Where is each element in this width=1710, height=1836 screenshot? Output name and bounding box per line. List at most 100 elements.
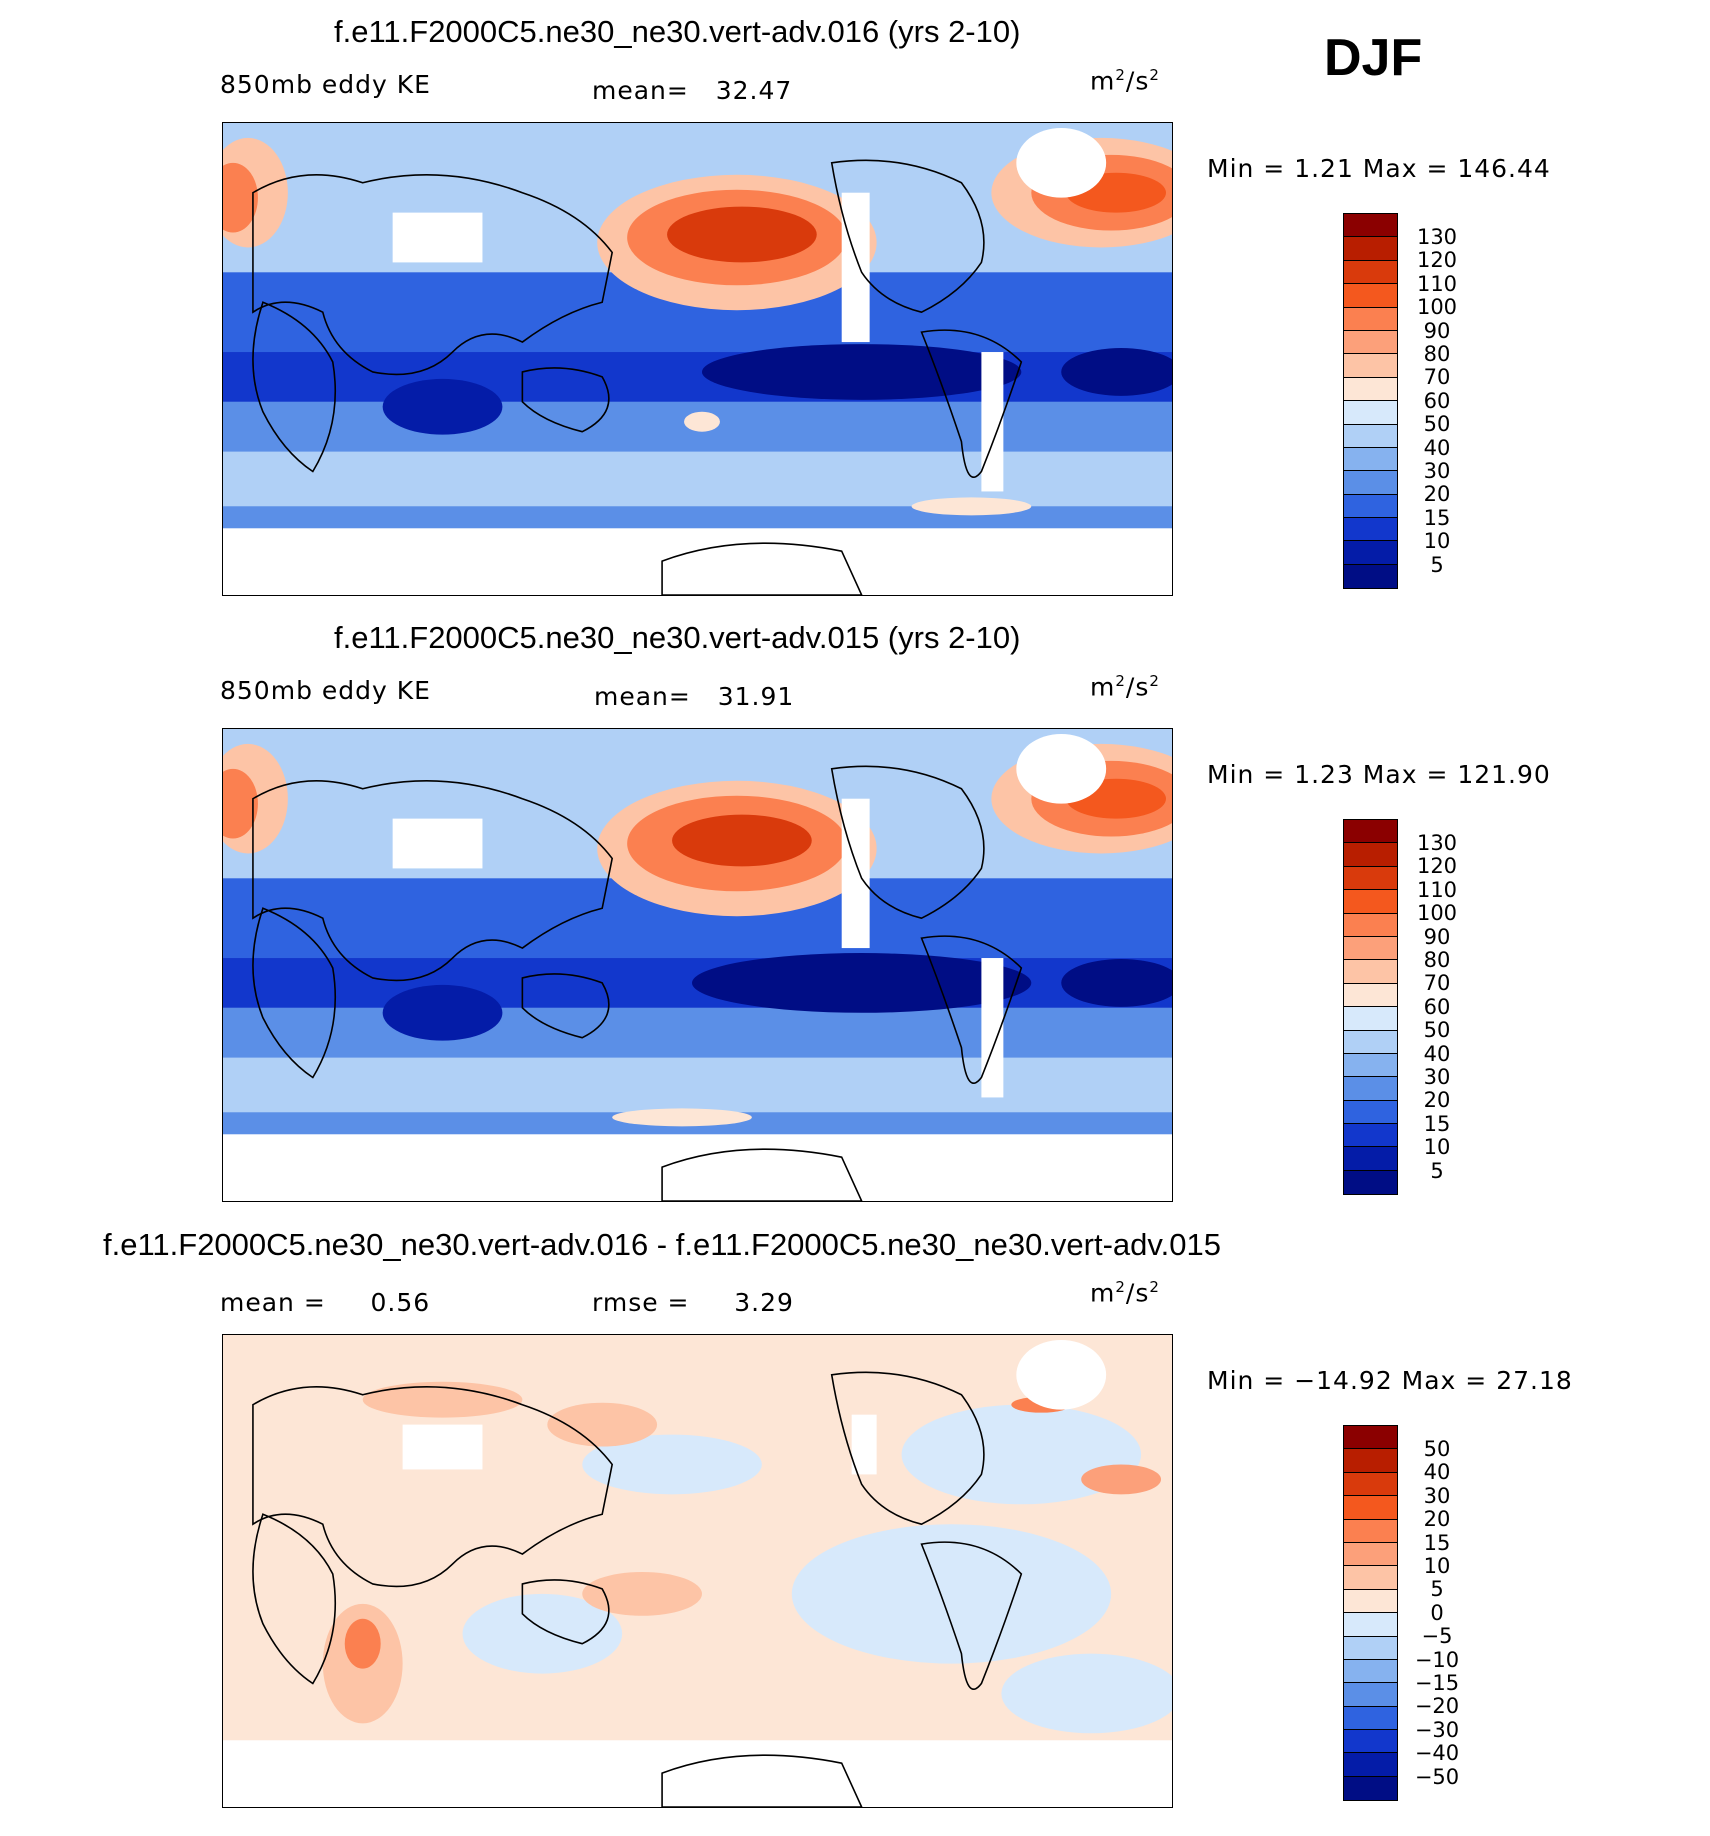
colorbar-tick-label: 15	[1423, 505, 1451, 530]
colorbar-swatch	[1344, 1496, 1397, 1520]
colorbar-tick-label: 5	[1430, 1158, 1444, 1183]
colorbar-swatch	[1344, 936, 1397, 961]
panel2-mean-value: 31.91	[717, 682, 795, 711]
colorbar-tick-label: 100	[1416, 901, 1458, 926]
panel2-minmax: Min = 1.23 Max = 121.90	[1207, 760, 1551, 789]
colorbar-tick-label: 5	[1430, 1577, 1444, 1602]
panel1-title: f.e11.F2000C5.ne30_ne30.vert-adv.016 (yr…	[334, 14, 1021, 49]
colorbar-swatch	[1344, 1030, 1397, 1054]
colorbar-swatch	[1344, 424, 1397, 448]
colorbar-tick-label: −50	[1414, 1764, 1460, 1789]
colorbar-swatch	[1344, 1124, 1397, 1148]
panel3-rmse-value: 3.29	[734, 1288, 794, 1317]
panel1-colorbar-boxes	[1343, 213, 1398, 590]
panel1-map-field	[223, 123, 1172, 595]
colorbar-swatch	[1344, 960, 1397, 984]
colorbar-swatch	[1344, 890, 1397, 914]
colorbar-swatch	[1344, 913, 1397, 937]
colorbar-tick-label: 50	[1423, 412, 1451, 437]
panel2-variable-label: 850mb eddy KE	[220, 676, 431, 705]
panel1-minmax: Min = 1.21 Max = 146.44	[1207, 154, 1551, 183]
colorbar-swatch	[1344, 1730, 1397, 1754]
colorbar-tick-label: 50	[1423, 1437, 1451, 1461]
panel2-map	[222, 728, 1173, 1202]
colorbar-tick-label: 40	[1423, 1460, 1451, 1485]
colorbar-tick-label: 120	[1416, 854, 1458, 879]
panel3-mean-label: mean = 0.56	[220, 1288, 431, 1317]
colorbar-tick-label: 70	[1423, 971, 1451, 996]
colorbar-swatch	[1344, 214, 1397, 238]
colorbar-swatch	[1344, 541, 1397, 565]
colorbar-tick-label: 30	[1423, 459, 1451, 483]
colorbar-swatch	[1344, 471, 1397, 495]
colorbar-swatch	[1344, 1706, 1397, 1731]
colorbar-swatch	[1344, 1472, 1397, 1497]
colorbar-swatch	[1344, 354, 1397, 378]
colorbar-swatch	[1344, 843, 1397, 867]
colorbar-tick-label: 110	[1416, 271, 1458, 296]
panel3-colorbar-boxes	[1343, 1425, 1398, 1802]
panel3-map	[222, 1334, 1173, 1808]
colorbar-tick-label: 10	[1423, 1554, 1451, 1578]
panel2-mean-label: mean= 31.91	[594, 682, 795, 711]
panel2-title: f.e11.F2000C5.ne30_ne30.vert-adv.015 (yr…	[334, 620, 1021, 655]
colorbar-swatch	[1344, 1100, 1397, 1125]
colorbar-swatch	[1344, 1449, 1397, 1473]
panel3-map-field	[223, 1335, 1172, 1807]
colorbar-swatch	[1344, 1007, 1397, 1031]
colorbar-tick-label: 60	[1423, 388, 1451, 413]
colorbar-tick-label: 30	[1423, 1483, 1451, 1508]
colorbar-swatch	[1344, 1426, 1397, 1450]
colorbar-swatch	[1344, 307, 1397, 331]
colorbar-swatch	[1344, 237, 1397, 261]
colorbar-tick-label: 60	[1423, 994, 1451, 1019]
colorbar-tick-label: 90	[1423, 318, 1451, 343]
colorbar-tick-label: 40	[1423, 435, 1451, 460]
colorbar-tick-label: 0	[1430, 1600, 1444, 1625]
colorbar-tick-label: −30	[1414, 1717, 1460, 1742]
colorbar-swatch	[1344, 820, 1397, 844]
colorbar-swatch	[1344, 1683, 1397, 1707]
panel1-mean-label: mean= 32.47	[592, 76, 793, 105]
colorbar-tick-label: −20	[1414, 1694, 1460, 1719]
colorbar-tick-label: 80	[1423, 342, 1451, 366]
colorbar-tick-label: 50	[1423, 1018, 1451, 1043]
colorbar-tick-label: 10	[1423, 529, 1451, 554]
colorbar-swatch	[1344, 1170, 1397, 1195]
colorbar-swatch	[1344, 1589, 1397, 1614]
panel2-colorbar-boxes	[1343, 819, 1398, 1196]
colorbar-swatch	[1344, 260, 1397, 285]
panel2-units: m2/s2	[1090, 672, 1160, 702]
panel1-units: m2/s2	[1090, 66, 1160, 96]
colorbar-swatch	[1344, 1753, 1397, 1777]
colorbar-swatch	[1344, 983, 1397, 1008]
panel3-minmax: Min = −14.92 Max = 27.18	[1207, 1366, 1573, 1395]
panel3-title: f.e11.F2000C5.ne30_ne30.vert-adv.016 - f…	[103, 1227, 1221, 1262]
panel1-colorbar	[1343, 213, 1398, 590]
colorbar-swatch	[1344, 1542, 1397, 1567]
colorbar-tick-label: 70	[1423, 365, 1451, 390]
colorbar-swatch	[1344, 564, 1397, 589]
colorbar-swatch	[1344, 1077, 1397, 1101]
colorbar-swatch	[1344, 1566, 1397, 1590]
panel3-units: m2/s2	[1090, 1278, 1160, 1308]
colorbar-swatch	[1344, 1053, 1397, 1078]
colorbar-swatch	[1344, 1776, 1397, 1801]
colorbar-tick-label: 110	[1416, 877, 1458, 902]
colorbar-tick-label: 100	[1416, 295, 1458, 320]
colorbar-tick-label: 20	[1423, 1088, 1451, 1113]
colorbar-tick-label: 40	[1423, 1041, 1451, 1066]
colorbar-swatch	[1344, 866, 1397, 891]
colorbar-tick-label: 20	[1423, 482, 1451, 507]
colorbar-tick-label: 120	[1416, 248, 1458, 273]
colorbar-tick-label: 20	[1423, 1507, 1451, 1532]
colorbar-tick-label: −15	[1414, 1671, 1460, 1695]
colorbar-tick-label: −10	[1414, 1647, 1460, 1672]
colorbar-tick-label: −40	[1414, 1741, 1460, 1766]
colorbar-tick-label: 15	[1423, 1530, 1451, 1555]
colorbar-tick-label: 15	[1423, 1111, 1451, 1136]
panel3-colorbar	[1343, 1425, 1398, 1802]
panel1-map	[222, 122, 1173, 596]
season-label: DJF	[1324, 29, 1423, 87]
colorbar-swatch	[1344, 1519, 1397, 1543]
